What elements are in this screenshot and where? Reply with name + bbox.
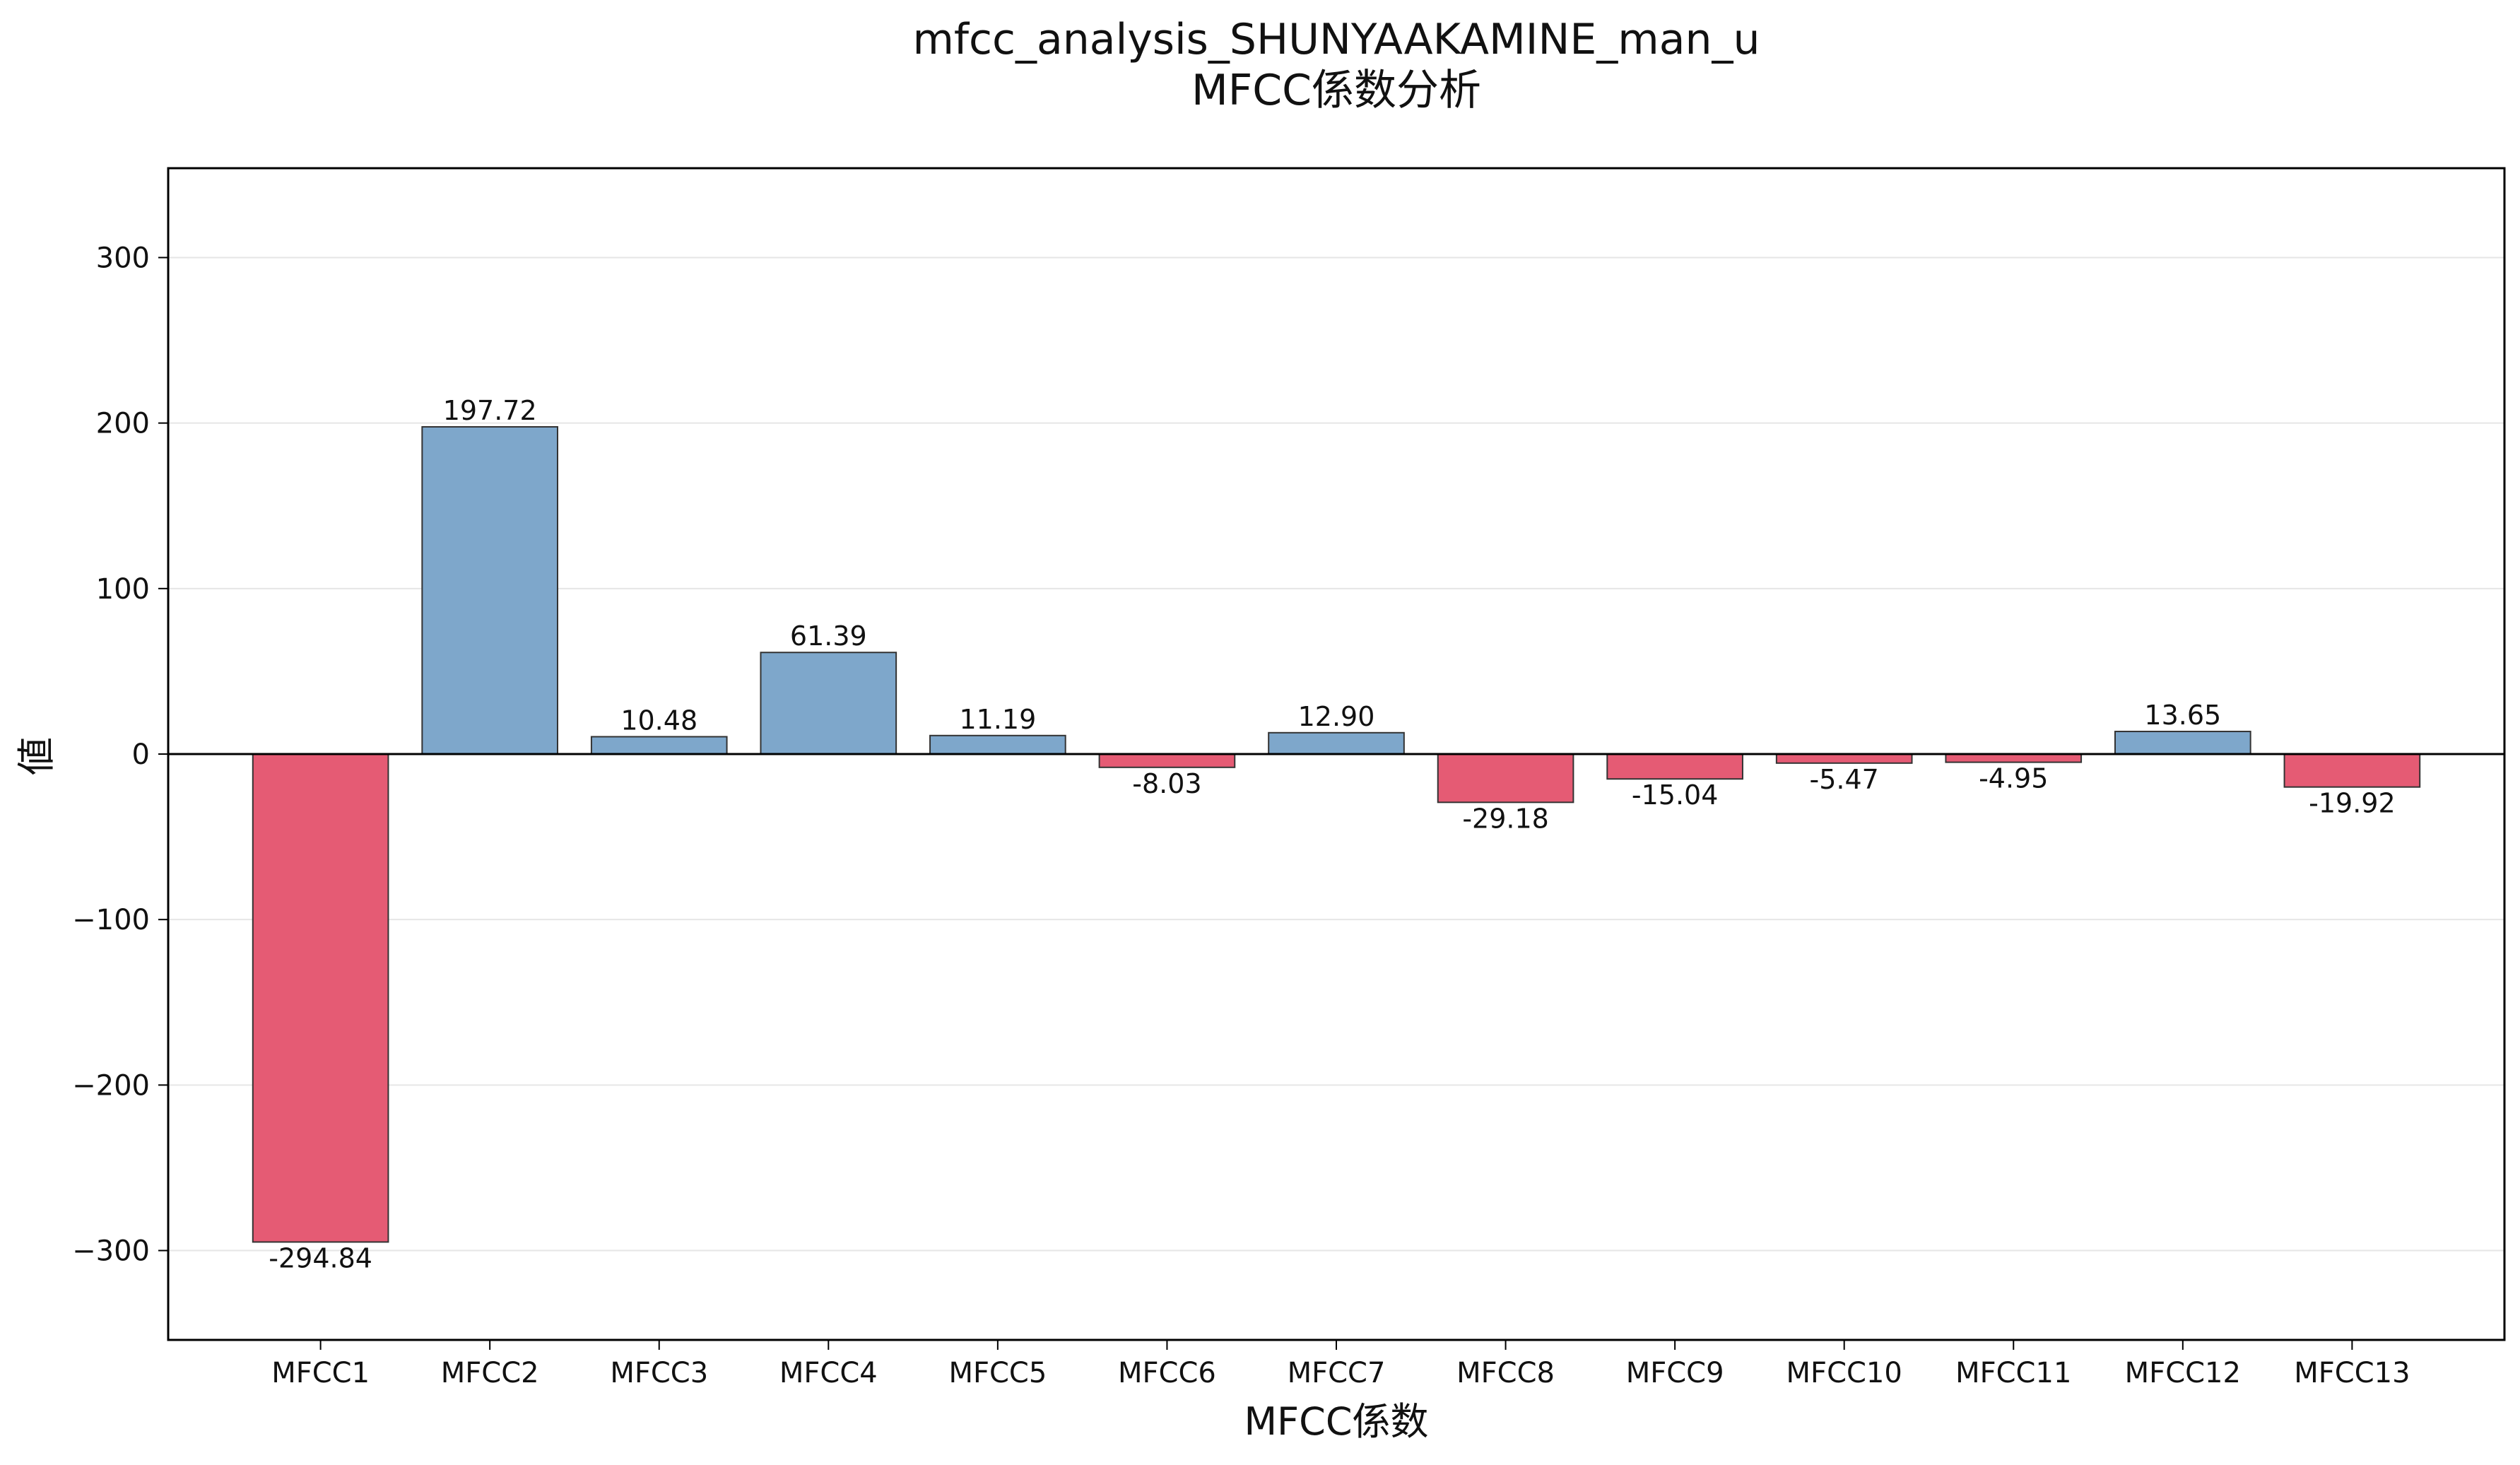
- bar-value-label: 197.72: [443, 395, 537, 426]
- bar-mfcc6: [1098, 753, 1236, 768]
- x-tick-label: MFCC11: [1955, 1357, 2071, 1389]
- x-tick-label: MFCC4: [779, 1357, 878, 1389]
- y-tick-label: −100: [72, 904, 150, 936]
- bar-mfcc9: [1606, 753, 1743, 780]
- bar-value-label: 11.19: [959, 704, 1036, 735]
- bar-value-label: -294.84: [269, 1242, 372, 1273]
- chart-subtitle: MFCC係数分析: [1191, 66, 1481, 115]
- x-tick-label: MFCC12: [2125, 1357, 2241, 1389]
- bar-mfcc10: [1775, 753, 1913, 764]
- bar-value-label: -8.03: [1132, 768, 1201, 799]
- x-tick-label: MFCC5: [948, 1357, 1047, 1389]
- x-tick-label: MFCC10: [1786, 1357, 1902, 1389]
- y-axis-label: 値: [14, 737, 59, 775]
- bar-mfcc5: [929, 734, 1066, 755]
- y-tick-label: 200: [96, 408, 150, 440]
- bar-mfcc1: [252, 753, 389, 1243]
- x-axis-ticks: MFCC1 MFCC2 MFCC3 MFCC4 MFCC5 MFCC6 MFCC7 MFCC8…: [271, 1340, 2410, 1389]
- y-tick-label: 100: [96, 573, 150, 606]
- x-tick-label: MFCC9: [1626, 1357, 1724, 1389]
- x-tick-label: MFCC8: [1456, 1357, 1555, 1389]
- bar-value-label: 13.65: [2144, 700, 2221, 731]
- x-tick-label: MFCC2: [441, 1357, 539, 1389]
- bar-mfcc7: [1268, 731, 1405, 755]
- x-tick-label: MFCC3: [610, 1357, 708, 1389]
- bar-mfcc12: [2114, 731, 2251, 755]
- bar-value-label: -4.95: [1979, 763, 2048, 794]
- bar-mfcc4: [760, 652, 897, 755]
- bar-value-label: -19.92: [2309, 788, 2396, 819]
- bar-mfcc3: [590, 736, 728, 755]
- y-tick-label: 0: [132, 739, 150, 771]
- bar-mfcc11: [1945, 753, 2083, 763]
- y-tick-label: 300: [96, 242, 150, 274]
- bar-mfcc2: [421, 425, 559, 755]
- y-axis-ticks: 300 200 100 0 −100 −200 −300: [72, 242, 168, 1268]
- y-tick-label: −200: [72, 1069, 150, 1102]
- x-tick-label: MFCC1: [271, 1357, 370, 1389]
- chart-title: mfcc_analysis_SHUNYAAKAMINE_man_u: [912, 15, 1760, 64]
- x-tick-label: MFCC13: [2294, 1357, 2410, 1389]
- bar-value-label: -15.04: [1632, 779, 1719, 811]
- bar-value-labels: -294.84 197.72 10.48 61.39 11.19 -8.03 12.90 -2…: [269, 395, 2395, 1273]
- bar-mfcc8: [1437, 753, 1574, 804]
- bar-mfcc13: [2283, 753, 2421, 788]
- x-axis-label: MFCC係数: [1244, 1399, 1428, 1444]
- bar-value-label: -5.47: [1810, 764, 1879, 795]
- x-tick-label: MFCC7: [1288, 1357, 1386, 1389]
- x-tick-label: MFCC6: [1118, 1357, 1216, 1389]
- bars: [168, 425, 2504, 1243]
- y-tick-label: −300: [72, 1235, 150, 1268]
- bar-value-label: 10.48: [620, 705, 697, 736]
- bar-value-label: 12.90: [1298, 701, 1375, 732]
- bar-value-label: 61.39: [790, 620, 867, 652]
- bar-value-label: -29.18: [1462, 803, 1549, 834]
